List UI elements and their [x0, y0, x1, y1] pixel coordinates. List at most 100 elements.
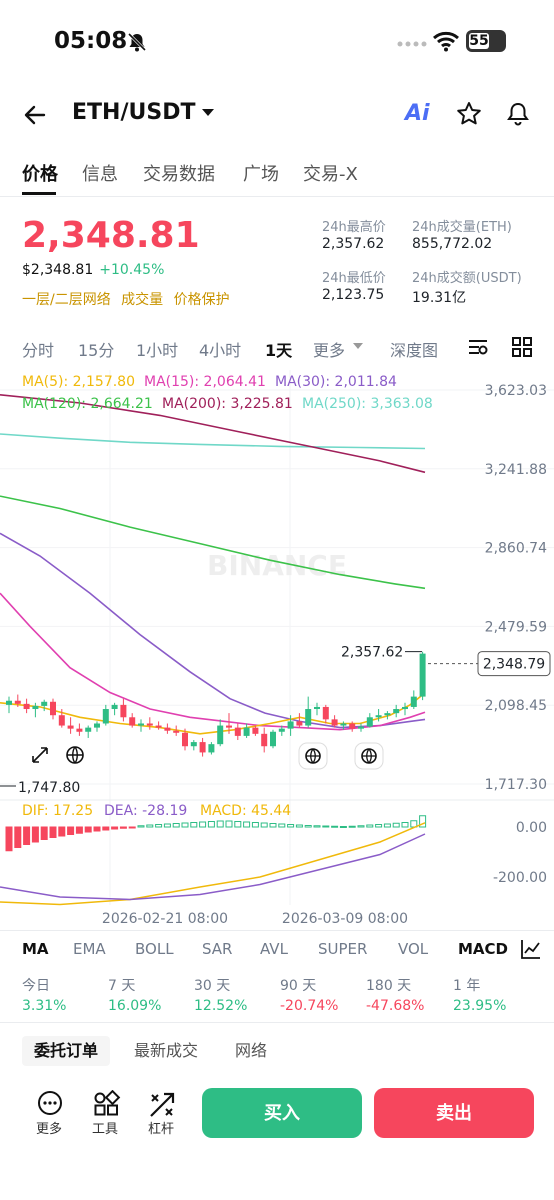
perf-label: 1 年: [453, 978, 481, 994]
perf-value: 3.31%: [22, 998, 67, 1014]
candle-body: [41, 701, 48, 706]
candle-body: [287, 721, 294, 729]
interval-1h[interactable]: 1小时: [136, 341, 179, 360]
chevron-down-icon[interactable]: [201, 108, 215, 118]
macd-bar: [313, 825, 321, 828]
macd-bar: [304, 825, 312, 828]
tab-price[interactable]: 价格: [22, 164, 58, 185]
perf-value: 12.52%: [194, 998, 248, 1014]
macd-bar: [119, 826, 127, 829]
candle-body: [243, 727, 250, 736]
macd-bar: [163, 823, 171, 828]
ma120-line: [0, 495, 426, 590]
top-header: [0, 90, 554, 140]
price-chart[interactable]: BINANCE DIF: 17.25 DEA: -28.19 MACD: 45.44…: [0, 366, 554, 932]
interval-more[interactable]: 更多: [313, 341, 346, 360]
tag-layer[interactable]: 一层/二层网络: [22, 292, 111, 308]
macd-bar: [93, 826, 101, 832]
subtab-network[interactable]: 网络: [235, 1041, 268, 1060]
ma-legend-item: MA(5): 2,157.80: [22, 374, 135, 390]
candle-body: [146, 723, 153, 726]
macd-bar: [383, 823, 391, 828]
tab-square[interactable]: 广场: [243, 164, 279, 185]
ind-boll[interactable]: BOLL: [135, 940, 174, 958]
chart-grid: [0, 370, 554, 905]
ma200-line: [0, 394, 426, 474]
globe-icon[interactable]: [64, 744, 86, 766]
event-globe-icon-2[interactable]: [354, 742, 384, 770]
candle-body: [278, 728, 285, 732]
time-axis: 2026-02-21 08:00 2026-03-09 08:00: [102, 911, 408, 927]
tab-info[interactable]: 信息: [82, 164, 118, 185]
macd-bar: [5, 826, 13, 852]
y-tick-label: 2,860.74: [485, 541, 547, 557]
subtab-orders[interactable]: 委托订单: [22, 1036, 111, 1066]
tools-label[interactable]: 工具: [92, 1122, 119, 1137]
macd-bar: [225, 820, 233, 828]
macd-bar: [84, 826, 92, 833]
ai-button[interactable]: Ai: [405, 101, 430, 126]
macd-bar: [181, 822, 189, 828]
candle-body: [331, 719, 338, 726]
interval-1d[interactable]: 1天: [265, 341, 293, 360]
interval-15m[interactable]: 15分: [78, 341, 115, 360]
tab-trade-x[interactable]: 交易-X: [303, 164, 358, 185]
leverage-icon[interactable]: [147, 1090, 177, 1120]
layout-grid-icon[interactable]: [511, 336, 533, 358]
more-icon[interactable]: [35, 1090, 65, 1120]
tag-volume[interactable]: 成交量: [121, 292, 164, 308]
last-price: 2,348.81: [22, 215, 200, 256]
bell-icon[interactable]: [505, 101, 531, 127]
dea-line: [0, 833, 426, 901]
macd-bar: [49, 826, 57, 838]
expand-icon[interactable]: [30, 745, 50, 765]
candle-body: [217, 725, 224, 745]
ma-legend-item: MA(200): 3,225.81: [162, 396, 293, 412]
ind-ma[interactable]: MA: [22, 940, 49, 958]
dif-line: [0, 822, 426, 906]
usd-price-row: $2,348.81 +10.45%: [22, 262, 164, 278]
macd-bar: [278, 823, 286, 828]
macd-tick-label: -200.00: [493, 870, 547, 886]
ind-avl[interactable]: AVL: [260, 940, 288, 958]
macd-bar: [67, 826, 75, 835]
macd-bar: [190, 822, 198, 828]
more-label[interactable]: 更多: [36, 1122, 63, 1137]
macd-bar: [58, 826, 66, 837]
candle-body: [129, 717, 136, 726]
more-chevron-icon[interactable]: [353, 343, 363, 350]
status-bar: 05:08 55: [0, 0, 554, 80]
candle-body: [314, 706, 320, 710]
back-arrow-icon[interactable]: [22, 102, 48, 128]
signal-dots-icon: [397, 41, 427, 47]
price-markers: 2,357.62 2,348.79 1,747.80: [0, 645, 551, 796]
tools-icon[interactable]: [91, 1090, 121, 1120]
interval-4h[interactable]: 4小时: [199, 341, 242, 360]
pair-title[interactable]: ETH/USDT: [72, 100, 196, 125]
usd-price: $2,348.81: [22, 262, 94, 278]
chart-line-icon[interactable]: [520, 938, 542, 960]
event-globe-icon[interactable]: [298, 742, 328, 770]
candle-body: [410, 696, 417, 707]
macd-bar: [243, 821, 251, 828]
perf-label: 180 天: [366, 978, 412, 994]
ind-macd[interactable]: MACD: [458, 940, 508, 958]
ind-vol[interactable]: VOL: [398, 940, 429, 958]
subtab-trades[interactable]: 最新成交: [134, 1041, 199, 1060]
tag-price-protect[interactable]: 价格保护: [173, 292, 230, 308]
tab-trading-data[interactable]: 交易数据: [143, 164, 215, 185]
buy-button[interactable]: 买入: [202, 1088, 362, 1138]
candle-body: [340, 723, 347, 726]
ind-super[interactable]: SUPER: [318, 940, 368, 958]
high-label: 24h最高价: [322, 220, 386, 235]
leverage-label[interactable]: 杠杆: [148, 1122, 175, 1137]
interval-timeshare[interactable]: 分时: [22, 341, 55, 360]
interval-depth[interactable]: 深度图: [390, 341, 439, 360]
star-icon[interactable]: [456, 101, 482, 127]
macd-bar: [419, 815, 427, 828]
ind-ema[interactable]: EMA: [73, 940, 106, 958]
ind-sar[interactable]: SAR: [202, 940, 233, 958]
sell-button[interactable]: 卖出: [374, 1088, 534, 1138]
macd-bar: [366, 824, 374, 828]
indicator-settings-icon[interactable]: [467, 336, 489, 358]
